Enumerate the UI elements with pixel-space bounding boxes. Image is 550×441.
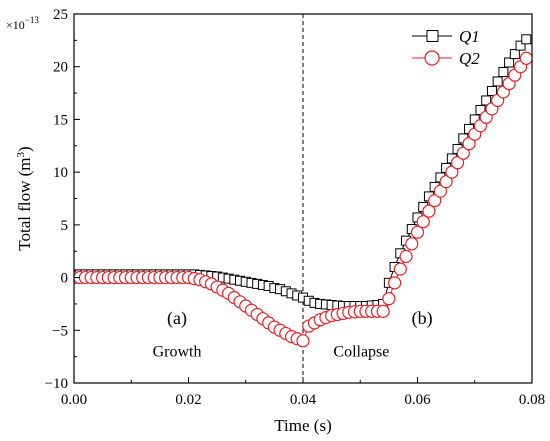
point-q2 xyxy=(450,156,465,170)
point-q2 xyxy=(405,237,419,251)
point-q1 xyxy=(498,66,509,77)
point-q1 xyxy=(509,49,520,60)
annotations: (a) Growth (b) Collapse xyxy=(153,308,433,361)
point-q1 xyxy=(486,85,497,96)
legend-label-q1: Q1 xyxy=(459,27,480,46)
y-tick-label: 15 xyxy=(53,112,68,128)
series-q2 xyxy=(74,51,532,348)
series-line-q1 xyxy=(74,38,527,307)
y-tick-label: −5 xyxy=(52,323,68,339)
annotation: Collapse xyxy=(333,344,389,361)
series-q1 xyxy=(74,34,532,312)
x-tick-label: 0.06 xyxy=(404,392,431,408)
y-multiplier: ×10−13 xyxy=(6,15,39,32)
point-q2 xyxy=(462,137,476,151)
x-tick-label: 0.00 xyxy=(61,392,87,408)
point-q1 xyxy=(515,40,526,51)
y-axis-label-tail: ) xyxy=(15,146,34,152)
x-tick-label: 0.08 xyxy=(519,392,545,408)
y-tick-label: −10 xyxy=(45,376,68,392)
y-tick-label: 10 xyxy=(53,165,68,181)
point-q2 xyxy=(399,249,413,264)
point-q2 xyxy=(422,204,436,218)
annotation: (a) xyxy=(167,308,187,329)
plot-area xyxy=(74,14,532,383)
y-axis-label-superscript: 3 xyxy=(15,151,27,157)
y-tick-label: 20 xyxy=(53,60,68,76)
point-q2 xyxy=(388,276,402,290)
point-q1 xyxy=(481,95,492,106)
y-tick-label: 0 xyxy=(61,271,69,287)
point-q2 xyxy=(382,292,396,306)
y-axis-label: Total flow (m3) xyxy=(15,146,34,250)
point-q2 xyxy=(445,165,459,179)
point-q1 xyxy=(521,34,532,45)
point-q2 xyxy=(456,146,470,160)
x-tick-label: 0.02 xyxy=(175,392,201,408)
point-q1 xyxy=(504,57,515,68)
point-q2 xyxy=(410,225,425,239)
annotation: Growth xyxy=(153,344,202,361)
legend-marker-q2 xyxy=(424,50,440,66)
axis-ticks: 0.00 0.02 0.04 0.06 0.08 −10 −5 0 5 10 15 20 25 xyxy=(45,7,546,408)
annotation: (b) xyxy=(412,308,433,329)
point-q2 xyxy=(519,51,532,65)
point-q2 xyxy=(428,194,442,208)
point-q1 xyxy=(492,76,503,87)
point-q2 xyxy=(393,262,407,276)
y-tick-label: 5 xyxy=(61,218,69,234)
legend-label-q2: Q2 xyxy=(459,49,480,68)
point-q2 xyxy=(439,175,453,189)
y-axis-label-main: Total flow (m xyxy=(15,157,34,250)
point-q2 xyxy=(433,184,447,198)
y-tick-label: 25 xyxy=(53,7,68,23)
point-q2 xyxy=(416,215,430,229)
point-q2 xyxy=(376,304,390,318)
y-multiplier-base: ×10 xyxy=(6,18,25,32)
point-q2 xyxy=(296,334,310,348)
x-tick-label: 0.04 xyxy=(290,392,317,408)
y-multiplier-exponent: −13 xyxy=(25,15,40,25)
x-axis-label: Time (s) xyxy=(274,416,331,435)
legend-marker-q1 xyxy=(426,30,439,42)
